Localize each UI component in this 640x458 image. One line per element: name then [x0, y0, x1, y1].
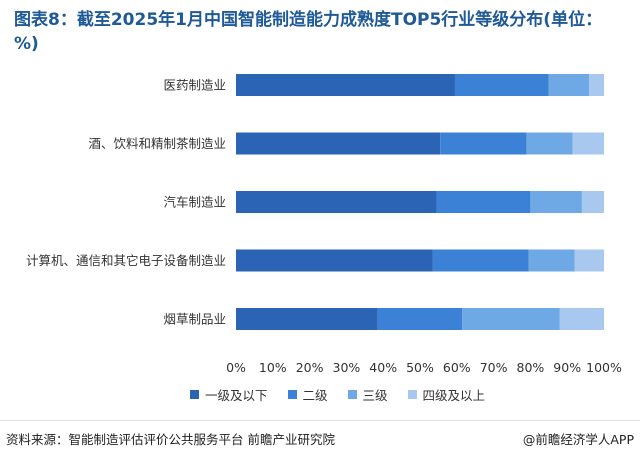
- x-tick-label: 10%: [259, 360, 287, 375]
- legend-label: 一级及以下: [205, 387, 268, 403]
- legend-label: 二级: [302, 387, 328, 403]
- x-tick-label: 100%: [586, 360, 622, 375]
- bar-segment: [462, 308, 560, 330]
- bar-segment: [589, 74, 604, 96]
- category-label: 烟草制品业: [163, 312, 226, 327]
- stacked-bar-chart: 医药制造业酒、饮料和精制茶制造业汽车制造业计算机、通信和其它电子设备制造业烟草制…: [26, 74, 622, 375]
- bar-segment: [581, 191, 604, 213]
- category-label: 汽车制造业: [163, 195, 226, 210]
- bar-segment: [236, 74, 455, 96]
- legend-swatch: [287, 389, 297, 399]
- category-labels: 医药制造业酒、饮料和精制茶制造业汽车制造业计算机、通信和其它电子设备制造业烟草制…: [26, 78, 226, 327]
- legend-swatch: [190, 389, 199, 399]
- x-tick-label: 50%: [406, 360, 434, 375]
- legend-label: 三级: [362, 387, 388, 403]
- bar-segment: [236, 249, 433, 272]
- bar-segment: [432, 249, 529, 272]
- bar-segment: [530, 191, 582, 213]
- bar-segment: [528, 249, 575, 272]
- bar-segment: [236, 308, 378, 330]
- x-tick-label: 70%: [480, 360, 508, 375]
- bar-segment: [440, 132, 527, 155]
- legend-item: 二级: [287, 385, 328, 404]
- bar-segment: [526, 132, 573, 155]
- chart-bars: [236, 74, 604, 330]
- x-tick-label: 90%: [553, 360, 581, 375]
- legend-swatch: [347, 389, 357, 399]
- footer: 资料来源：智能制造评估评价公共服务平台 前瞻产业研究院 @前瞻经济学人APP: [0, 424, 640, 452]
- bar-segment: [572, 132, 604, 155]
- chart-title: 图表8：截至2025年1月中国智能制造能力成熟度TOP5行业等级分布(单位：%): [14, 10, 603, 54]
- chart-legend: 一级及以下 二级 三级 四级及以上: [190, 384, 485, 404]
- legend-swatch: [407, 389, 417, 399]
- bar-segment: [548, 74, 590, 96]
- source-note: 资料来源：智能制造评估评价公共服务平台 前瞻产业研究院: [6, 431, 335, 447]
- x-tick-label: 0%: [226, 360, 246, 375]
- category-label: 酒、饮料和精制茶制造业: [88, 136, 226, 151]
- x-tick-label: 40%: [369, 360, 397, 375]
- bar-segment: [574, 249, 604, 272]
- x-axis: 0% 10% 20% 30% 40% 50% 60% 70% 80% 90% 100%: [226, 360, 622, 375]
- x-tick-label: 20%: [296, 360, 324, 375]
- legend-label: 四级及以上: [422, 387, 486, 403]
- legend-item: 三级: [347, 385, 388, 404]
- legend-item: 四级及以上: [407, 385, 486, 404]
- bar-segment: [454, 74, 549, 96]
- brand-label: @前瞻经济学人APP: [522, 431, 634, 447]
- category-label: 计算机、通信和其它电子设备制造业: [26, 253, 226, 268]
- x-tick-label: 60%: [443, 360, 471, 375]
- bar-segment: [377, 308, 463, 330]
- bar-segment: [236, 191, 437, 213]
- x-tick-label: 30%: [333, 360, 361, 375]
- bar-segment: [236, 132, 441, 155]
- footer-divider: [0, 420, 640, 421]
- bar-segment: [436, 191, 531, 213]
- bar-segment: [559, 308, 604, 330]
- legend-item: 一级及以下: [190, 385, 268, 404]
- category-label: 医药制造业: [163, 78, 226, 93]
- x-tick-label: 80%: [517, 360, 545, 375]
